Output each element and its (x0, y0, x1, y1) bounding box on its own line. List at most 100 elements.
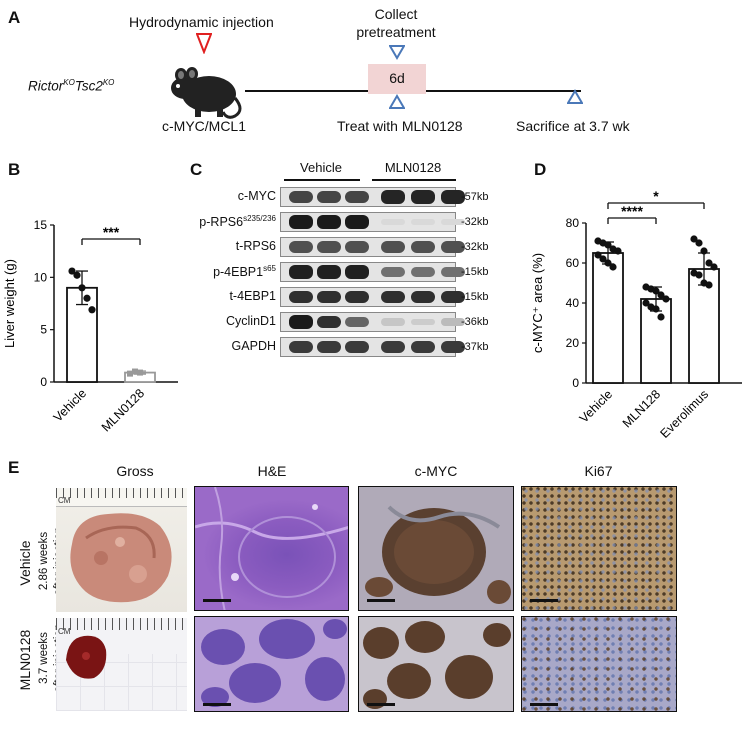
blot-strip (280, 187, 465, 207)
treat-marker-icon (389, 94, 405, 109)
blot-band (345, 191, 369, 203)
data-point (604, 259, 612, 267)
blot-band (289, 191, 313, 203)
mouse-model-label: RictorKOTsc2KO (28, 78, 115, 94)
blot-strip (280, 337, 465, 357)
blot-band (381, 241, 405, 253)
data-point (695, 271, 703, 279)
injection-marker-icon (196, 33, 212, 54)
cmyc-drug-image (358, 616, 514, 712)
blot-band (411, 340, 435, 354)
data-point (604, 241, 612, 249)
data-point (594, 251, 602, 259)
panel-d-letter: D (534, 160, 547, 179)
blot-band (411, 190, 435, 204)
scale-bar (203, 703, 231, 706)
data-point (68, 267, 76, 275)
scale-bar (367, 599, 395, 602)
blot-band (381, 266, 405, 278)
blot-band (411, 266, 435, 278)
data-point (662, 295, 670, 303)
scale-bar (530, 599, 558, 602)
bar (592, 252, 624, 384)
bar (688, 268, 720, 384)
cmyc-area-chart: 0 20 40 60 80 c-MYC⁺ area (%) Vehicle MLN128Eve… (530, 188, 742, 441)
blot-band (345, 265, 369, 279)
y-tick-label: 0 (572, 376, 579, 390)
col-cmyc: c-MYC (414, 463, 458, 479)
blot-band (381, 318, 405, 326)
blot-band (289, 340, 313, 354)
blot-kb-label: -36kb (461, 316, 489, 328)
ki67-vehicle-image (521, 486, 677, 611)
x-tick-label: Vehicle (577, 387, 615, 425)
he-drug-image (194, 616, 349, 712)
sacrifice-marker-icon (567, 89, 583, 104)
panel-a-letter: A (8, 8, 21, 27)
y-tick-label: 20 (566, 336, 580, 350)
x-tick-label: Everolimus (658, 387, 712, 441)
data-point (614, 247, 622, 255)
collect-marker-icon (389, 45, 405, 60)
data-point (700, 247, 708, 255)
blot-band (317, 290, 341, 304)
data-point (127, 370, 133, 377)
collect-label-2: pretreatment (356, 24, 436, 40)
x-tick-label: MLN128 (620, 387, 663, 430)
data-point (705, 259, 713, 267)
blot-kb-label: -37kb (461, 341, 489, 353)
data-point (73, 271, 81, 279)
treat-label: Treat with MLN0128 (337, 118, 463, 134)
data-point (78, 284, 86, 292)
significance-label: * (653, 188, 659, 204)
blot-band (411, 218, 435, 226)
blot-band (289, 290, 313, 304)
blot-band (441, 218, 465, 226)
sacrifice-label: Sacrifice at 3.7 wk (516, 118, 630, 134)
blot-band (345, 340, 369, 354)
data-point (657, 291, 665, 299)
blot-strip (280, 312, 465, 332)
bar (66, 286, 98, 383)
gene-label: c-MYC/MCL1 (162, 118, 247, 134)
blot-strip (280, 262, 465, 282)
blot-band (345, 316, 369, 328)
blot-band (317, 191, 341, 203)
ruler-unit-drug: CM (58, 627, 71, 636)
col-gross: Gross (116, 463, 154, 479)
blot-band (289, 265, 313, 279)
blot-band (289, 315, 313, 329)
x-tick-label: MLN0128 (99, 386, 147, 434)
drug-group-line (372, 179, 456, 181)
blot-band (411, 290, 435, 304)
blot-band (381, 218, 405, 226)
blot-protein-label: t-RPS6 (235, 239, 276, 253)
blot-strip (280, 237, 465, 257)
blot-band (289, 241, 313, 253)
blot-band (441, 290, 465, 304)
y-tick-label: 60 (566, 256, 580, 270)
panel-b-letter: B (8, 160, 21, 179)
blot-band (441, 318, 465, 326)
blot-band (441, 241, 465, 253)
data-point (652, 287, 660, 295)
y-axis-label: c-MYC⁺ area (%) (530, 253, 545, 353)
significance-label: **** (621, 203, 643, 219)
blot-band (317, 315, 341, 329)
ki67-drug-image (521, 616, 677, 712)
blot-band (345, 241, 369, 253)
data-point (652, 305, 660, 313)
blot-protein-label: c-MYC (237, 189, 276, 203)
y-tick-label: 5 (40, 323, 47, 337)
mouse-icon (171, 67, 242, 119)
row-drug-label: MLN0128 (17, 629, 33, 691)
injection-label: Hydrodynamic injection (129, 14, 274, 30)
treatment-window (368, 64, 426, 94)
blot-protein-label: p-4EBP1s65 (213, 264, 276, 280)
y-tick-label: 80 (566, 216, 580, 230)
blot-band (381, 190, 405, 204)
gross-drug-photo: CM (56, 618, 187, 711)
y-tick-label: 15 (34, 218, 48, 232)
panel-e-letter: E (8, 458, 20, 477)
